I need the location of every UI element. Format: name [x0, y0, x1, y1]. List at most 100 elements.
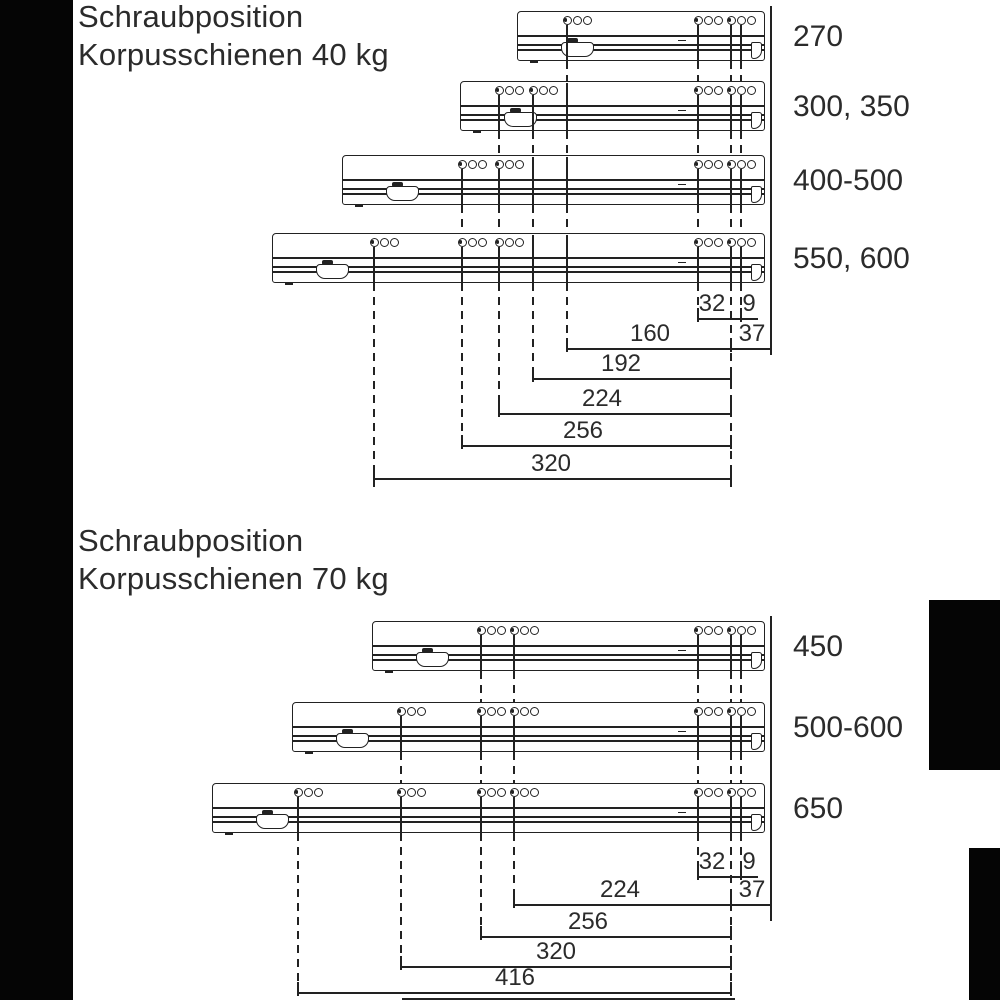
screw-hole-marker-dot — [695, 790, 699, 794]
screw-hole — [396, 707, 406, 716]
release-latch — [336, 733, 369, 748]
70kg-ref-dash-741 — [740, 752, 742, 783]
dim-tick — [730, 926, 732, 940]
40kg-ref-dash-374 — [373, 283, 375, 492]
rail-divider-line — [461, 105, 764, 107]
rail-divider-line — [343, 179, 764, 181]
hole-position-line — [697, 95, 699, 131]
screw-hole — [713, 238, 723, 247]
hole-position-line — [532, 95, 534, 131]
figure-40kg-title: Schraubposition Korpusschienen 40 kg — [78, 0, 389, 74]
rail-track-line-top — [293, 735, 764, 737]
hole-position-line — [740, 169, 742, 205]
40kg-ref-dash-567 — [566, 61, 568, 81]
hole-position-line — [513, 797, 515, 833]
hole-position-line — [730, 169, 732, 205]
40kg-ref-dash-741 — [740, 61, 742, 81]
screw-hole — [528, 86, 538, 95]
70kg-rail-label-450: 450 — [793, 630, 844, 663]
hole-position-line — [532, 156, 534, 205]
hole-position-line — [697, 635, 699, 671]
40kg-dim-label-192: 192 — [600, 350, 642, 377]
release-latch-nub — [342, 729, 353, 734]
70kg-rail-label-500-600: 500-600 — [793, 711, 904, 744]
screw-hole — [713, 160, 723, 169]
hole-position-line — [498, 169, 500, 205]
screw-hole — [496, 626, 506, 635]
hole-position-line — [697, 716, 699, 752]
40kg-ref-dash-499 — [498, 205, 500, 233]
dim-tick — [532, 368, 534, 382]
screw-hole-marker-dot — [695, 240, 699, 244]
screw-hole-marker-dot — [695, 18, 699, 22]
hole-position-line — [740, 716, 742, 752]
70kg-ref-dash-741 — [740, 833, 742, 876]
screw-hole — [406, 788, 416, 797]
screw-hole — [509, 788, 519, 797]
dim-tick — [461, 435, 463, 449]
screw-hole-marker-dot — [371, 240, 375, 244]
70kg-ref-dash-698 — [697, 833, 699, 876]
screw-hole-marker-dot — [530, 88, 534, 92]
hole-position-line — [730, 95, 732, 131]
screw-hole — [514, 238, 524, 247]
screw-hole — [538, 86, 548, 95]
screw-hole — [703, 16, 713, 25]
figure-70kg-title-line1: Schraubposition — [78, 523, 304, 558]
hole-position-line — [498, 95, 500, 131]
70kg-ref-dash-481 — [480, 833, 482, 936]
screw-hole-marker-dot — [478, 709, 482, 713]
dim-tick — [373, 468, 375, 482]
dim-tick — [400, 956, 402, 970]
dim-tick — [730, 982, 732, 996]
screw-hole — [582, 16, 592, 25]
release-latch-nub — [392, 182, 403, 187]
hole-position-line — [730, 797, 732, 833]
40kg-ref-dash-462 — [461, 283, 463, 445]
dim-tick — [498, 403, 500, 417]
screw-hole-marker-dot — [459, 162, 463, 166]
70kg-cutoff-dim-line — [402, 998, 735, 1000]
screw-hole — [519, 788, 529, 797]
dim-tick — [513, 894, 515, 908]
70kg-ref-dash-698 — [697, 671, 699, 702]
screw-hole — [736, 707, 746, 716]
40kg-ref-dash-499 — [498, 131, 500, 155]
release-latch-nub — [322, 260, 333, 265]
hole-position-line — [480, 716, 482, 752]
40kg-dim-label-160: 160 — [629, 320, 671, 347]
rail-vent-notch — [678, 39, 686, 41]
release-latch-nub — [262, 810, 273, 815]
screw-hole-marker-dot — [478, 790, 482, 794]
screw-hole-marker-dot — [496, 240, 500, 244]
screw-hole — [467, 238, 477, 247]
40kg-dim-line-320 — [374, 478, 731, 480]
hole-position-line — [697, 247, 699, 283]
figure-40kg-title-line1: Schraubposition — [78, 0, 304, 34]
hole-position-line — [730, 716, 732, 752]
70kg-ref-dash-514 — [513, 833, 515, 904]
screw-hole — [406, 707, 416, 716]
screw-hole — [572, 16, 582, 25]
screw-hole — [416, 707, 426, 716]
screw-hole — [703, 788, 713, 797]
screw-hole-marker-dot — [496, 162, 500, 166]
70kg-dim-label-37: 37 — [738, 876, 766, 903]
rail-track-line-bottom — [518, 49, 764, 51]
screw-hole-marker-dot — [728, 628, 732, 632]
40kg-ref-dash-533 — [532, 205, 534, 233]
70kg-dim-label-320: 320 — [535, 938, 577, 965]
70kg-ref-dash-481 — [480, 752, 482, 783]
screw-hole-marker-dot — [398, 790, 402, 794]
screw-hole — [736, 86, 746, 95]
screw-hole — [477, 160, 487, 169]
screw-hole — [548, 86, 558, 95]
40kg-rail-label-400-500: 400-500 — [793, 164, 904, 197]
screw-hole — [726, 160, 736, 169]
rail-track-line-bottom — [273, 271, 764, 273]
screw-hole — [486, 788, 496, 797]
screw-hole-marker-dot — [295, 790, 299, 794]
40kg-ref-dash-567 — [566, 205, 568, 233]
70kg-ref-dash-401 — [400, 752, 402, 783]
